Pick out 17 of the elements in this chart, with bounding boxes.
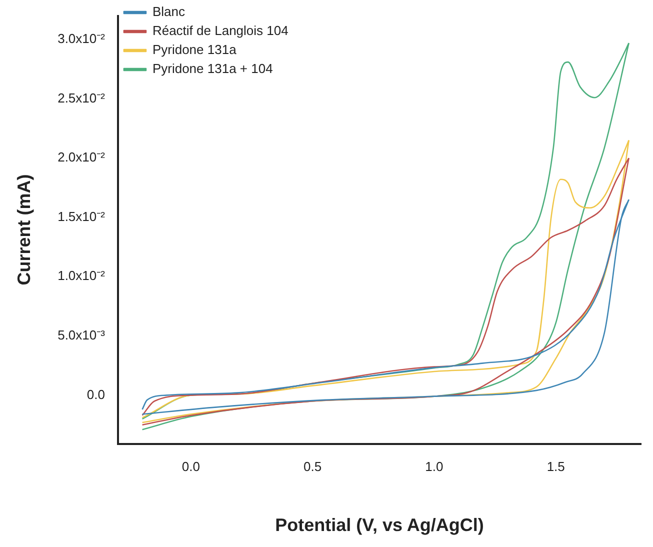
x-axis-title: Potential (V, vs Ag/AgCl): [275, 515, 484, 536]
legend-label: Pyridone 131a + 104: [152, 61, 273, 76]
y-tick-label: 5.0x10⁻³: [58, 327, 106, 342]
y-tick-label: 2.5x10⁻²: [58, 90, 106, 106]
x-tick-label: 1.5: [546, 459, 565, 474]
x-tick-label: 0.0: [182, 459, 200, 474]
legend-label: Blanc: [152, 4, 186, 20]
legend-label: Pyridone 131a: [152, 42, 238, 58]
y-tick-label: 1.5x10⁻²: [58, 208, 106, 224]
x-tick-label: 1.0: [425, 459, 444, 474]
y-tick-label: 0.0: [86, 386, 105, 402]
y-tick-label: 3.0x10⁻²: [58, 31, 106, 46]
x-tick-label: 0.5: [304, 459, 322, 474]
y-axis-title: Current (mA): [14, 174, 34, 286]
legend-label: Réactif de Langlois 104: [152, 23, 288, 38]
y-tick-label: 1.0x10⁻²: [58, 268, 106, 284]
y-tick-label: 2.0x10⁻²: [58, 150, 106, 165]
